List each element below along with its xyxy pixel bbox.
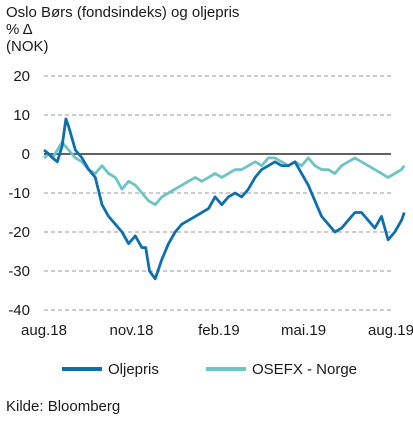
y-axis-ticks: 20 10 0 -10 -20 -30 -40 bbox=[8, 68, 30, 319]
x-axis-ticks: aug.18 nov.18 feb.19 mai.19 aug.19 bbox=[21, 322, 413, 339]
legend-label: Oljepris bbox=[108, 361, 159, 378]
y-tick-label: 0 bbox=[22, 146, 30, 163]
y-tick-label: -40 bbox=[8, 302, 30, 319]
source-note: Kilde: Bloomberg bbox=[6, 398, 121, 415]
legend: Oljepris OSEFX - Norge bbox=[62, 361, 357, 378]
series-line-osefx bbox=[43, 140, 406, 207]
chart-title: Oslo Børs (fondsindeks) og oljepris bbox=[6, 4, 240, 21]
legend-label: OSEFX - Norge bbox=[252, 361, 357, 378]
currency-label: (NOK) bbox=[6, 38, 49, 55]
x-tick-label: nov.18 bbox=[109, 322, 153, 339]
series-line-oljepris bbox=[43, 117, 406, 281]
series-lines bbox=[43, 117, 406, 281]
x-tick-label: aug.19 bbox=[368, 322, 413, 339]
x-tick-label: feb.19 bbox=[198, 322, 240, 339]
y-tick-label: 20 bbox=[13, 68, 30, 85]
y-tick-label: -30 bbox=[8, 263, 30, 280]
y-tick-label: -10 bbox=[8, 185, 30, 202]
x-tick-label: aug.18 bbox=[21, 322, 67, 339]
y-tick-label: 10 bbox=[13, 107, 30, 124]
gridlines bbox=[44, 75, 391, 311]
y-tick-label: -20 bbox=[8, 224, 30, 241]
x-tick-label: mai.19 bbox=[281, 322, 326, 339]
unit-label: % Δ bbox=[6, 21, 33, 38]
